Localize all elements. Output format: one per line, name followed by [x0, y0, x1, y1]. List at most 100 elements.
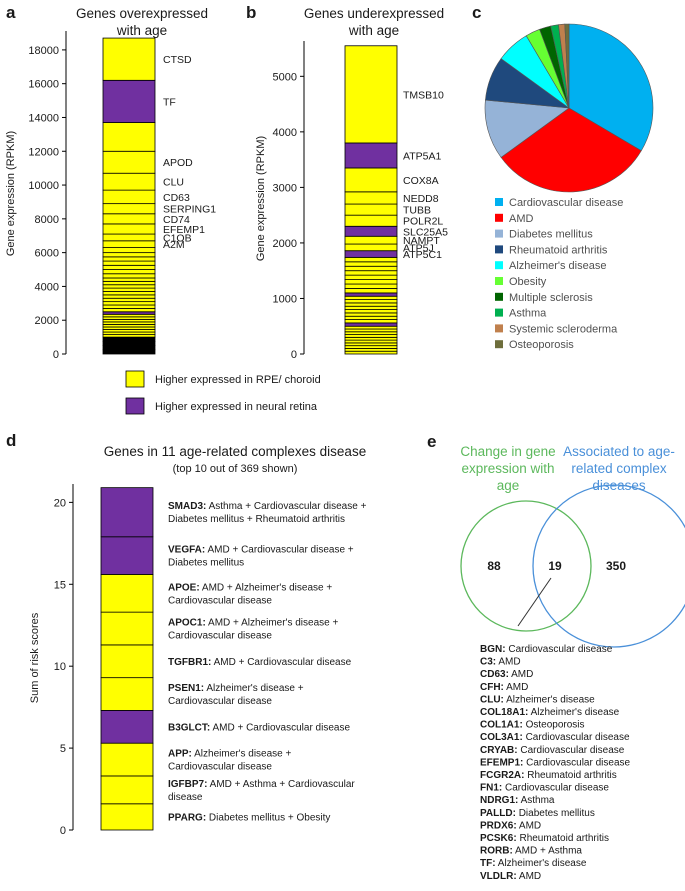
- bar-segment: [344, 319, 398, 324]
- y-tick-label: 4000: [273, 127, 297, 139]
- legend-label: Obesity: [509, 276, 547, 288]
- y-tick-label: 2000: [35, 315, 59, 327]
- y-tick-label: 10000: [28, 180, 59, 192]
- legend-label: Higher expressed in RPE/ choroid: [155, 374, 321, 386]
- bar-segment: [102, 291, 156, 296]
- legend-label: Cardiovascular disease: [509, 197, 623, 209]
- y-tick-label: 12000: [28, 146, 59, 158]
- gene-symbol: RORB:: [480, 846, 513, 857]
- gene-symbol: SMAD3:: [168, 501, 206, 512]
- venn-count-a: 88: [487, 559, 501, 573]
- bar-segment: [344, 350, 398, 355]
- bar-segment: [344, 191, 398, 205]
- bar-segment: [344, 45, 398, 144]
- gene-symbol: EFEMP1:: [480, 757, 523, 768]
- overlap-gene: CFH: AMD: [480, 682, 528, 693]
- chart-title: Genes in 11 age-related complexes diseas…: [104, 444, 366, 459]
- legend-expression: Higher expressed in RPE/ choroid Higher e…: [125, 370, 321, 415]
- gene-diseases: Cardiovascular disease: [506, 644, 613, 655]
- bar-segment: [344, 265, 398, 272]
- venn-pointer-line: [517, 577, 552, 627]
- gene-symbol: BGN:: [480, 644, 506, 655]
- bar-segment: [344, 309, 398, 314]
- bar-segment: [102, 284, 156, 289]
- gene-diseases: Rheumatoid arthritis: [524, 770, 616, 781]
- pie-slice: [500, 107, 642, 193]
- bar-segment: [102, 277, 156, 282]
- y-tick-label: 2000: [273, 238, 297, 250]
- bar-segment: [102, 336, 156, 342]
- bar-segment: [102, 223, 156, 235]
- gene-symbol: PALLD:: [480, 808, 516, 819]
- y-axis-label: Gene expression (RPKM): [255, 136, 267, 261]
- bar-segment: [102, 280, 156, 286]
- gene-annotation: PPARG: Diabetes mellitus + Obesity: [168, 812, 330, 823]
- gene-diseases: AMD + Asthma + Cardiovascular: [207, 779, 355, 790]
- bar-segment: [344, 279, 398, 285]
- overlap-gene: PRDX6: AMD: [480, 820, 541, 831]
- bar-segment: [102, 252, 156, 258]
- legend-swatch: [495, 308, 503, 317]
- segment-label: COX8A: [403, 175, 439, 187]
- legend-swatch: [495, 213, 503, 222]
- gene-annotation-cont: Cardiovascular disease: [168, 762, 272, 773]
- gene-diseases: Cardiovascular disease: [518, 745, 625, 756]
- bar-segment: [100, 487, 154, 538]
- venn-count-overlap: 19: [548, 559, 562, 573]
- bar-segment: [344, 225, 398, 237]
- gene-diseases: Cardiovascular disease: [502, 783, 609, 794]
- gene-annotation: APOC1: AMD + Alzheimer's disease +: [168, 618, 338, 629]
- bar-segment: [102, 349, 156, 355]
- overlap-gene: EFEMP1: Cardiovascular disease: [480, 757, 631, 768]
- bar-segment: [344, 274, 398, 280]
- segment-label: CLU: [163, 177, 184, 189]
- bar-segment: [102, 247, 156, 254]
- bar-segment: [102, 150, 156, 174]
- bar-segment: [102, 122, 156, 152]
- bar-segment: [344, 305, 398, 310]
- bar-segment: [102, 301, 156, 306]
- segment-label: SERPING1: [163, 204, 216, 216]
- panel-a: a Genes overexpressed with age 0 2000 4000 600…: [5, 3, 216, 361]
- overlap-gene: CLU: Alzheimer's disease: [480, 694, 595, 705]
- gene-diseases: Cardiovascular disease: [523, 732, 630, 743]
- bar-segment: [100, 574, 154, 613]
- gene-symbol: APP:: [168, 749, 192, 760]
- overlap-gene: FCGR2A: Rheumatoid arthritis: [480, 770, 617, 781]
- panel-c: c Cardiovascular disease AMD Diabetes melli…: [472, 3, 654, 351]
- y-axis-label: Gene expression (RPKM): [5, 131, 17, 256]
- gene-diseases: Asthma: [518, 795, 555, 806]
- bar-segment: [102, 345, 156, 351]
- gene-diseases: AMD: [517, 871, 541, 882]
- overlap-gene: COL18A1: Alzheimer's disease: [480, 707, 620, 718]
- gene-diseases: Alzheimer's disease: [496, 858, 587, 869]
- y-tick-label: 5000: [273, 71, 297, 83]
- gene-symbol: CRYAB:: [480, 745, 518, 756]
- bar-segment: [102, 294, 156, 299]
- legend-label: Alzheimer's disease: [509, 260, 606, 272]
- gene-symbol: CLU:: [480, 694, 504, 705]
- bar-segment: [102, 79, 156, 123]
- bar-segment: [344, 261, 398, 267]
- bar-segment: [344, 322, 398, 327]
- gene-symbol: CFH:: [480, 682, 504, 693]
- segment-label: APOD: [163, 157, 193, 169]
- segment-label: SLC25A5: [403, 226, 448, 238]
- panel-label-c: c: [472, 3, 481, 22]
- gene-symbol: COL18A1:: [480, 707, 528, 718]
- legend-swatch: [495, 229, 503, 238]
- segment-label: ATP5J: [403, 242, 434, 254]
- segment-label: TUBB: [403, 205, 431, 217]
- pie-slice: [568, 23, 654, 152]
- bar-segment: [344, 167, 398, 193]
- gene-annotation-cont: Diabetes mellitus: [168, 558, 244, 569]
- y-tick-label: 1000: [273, 293, 297, 305]
- overlap-gene: FN1: Cardiovascular disease: [480, 783, 609, 794]
- overlap-gene: TF: Alzheimer's disease: [480, 858, 587, 869]
- y-tick-label: 18000: [28, 45, 59, 57]
- y-tick-label: 15: [54, 579, 66, 591]
- bar-segment: [102, 260, 156, 266]
- gene-symbol: PSEN1:: [168, 683, 204, 694]
- bar-segment: [344, 342, 398, 347]
